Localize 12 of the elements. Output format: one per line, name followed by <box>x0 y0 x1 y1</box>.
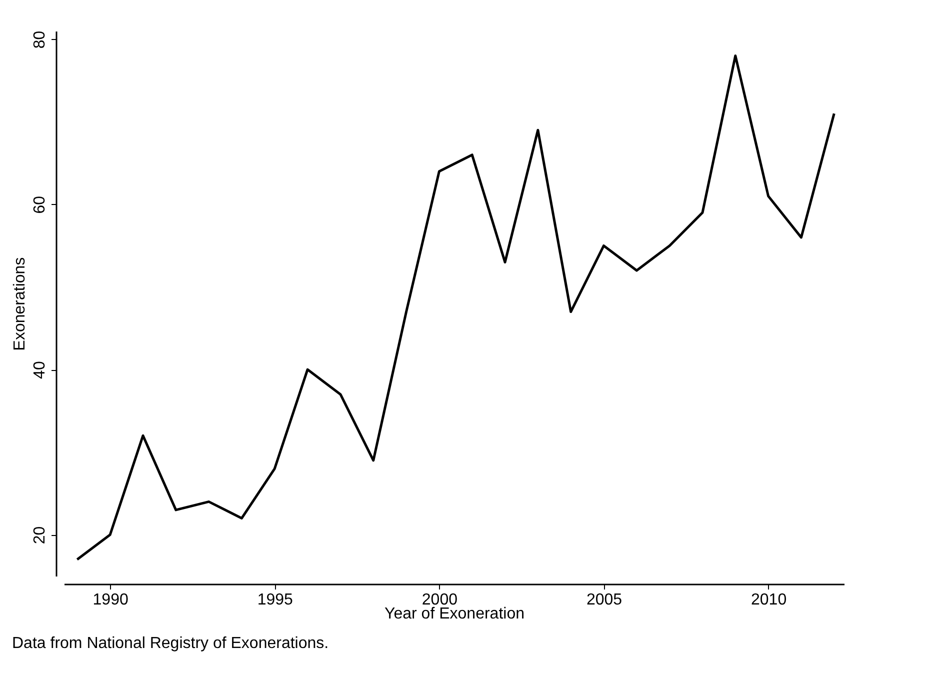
x-axis-title: Year of Exoneration <box>384 606 524 622</box>
x-tick-label: 1995 <box>257 592 294 608</box>
x-tick-label: 2005 <box>586 592 622 608</box>
x-tick-label: 2010 <box>751 592 787 608</box>
y-tick-label: 20 <box>32 526 48 544</box>
y-tick-label: 40 <box>32 361 48 379</box>
text: Data from National Registry of Exonerations. <box>12 635 330 653</box>
x-tick-label: 1990 <box>92 592 128 608</box>
line-series <box>76 54 836 561</box>
y-tick-label: 60 <box>32 196 48 214</box>
y-tick-label: 80 <box>32 30 48 49</box>
y-axis-title: Exonerations <box>12 257 28 351</box>
